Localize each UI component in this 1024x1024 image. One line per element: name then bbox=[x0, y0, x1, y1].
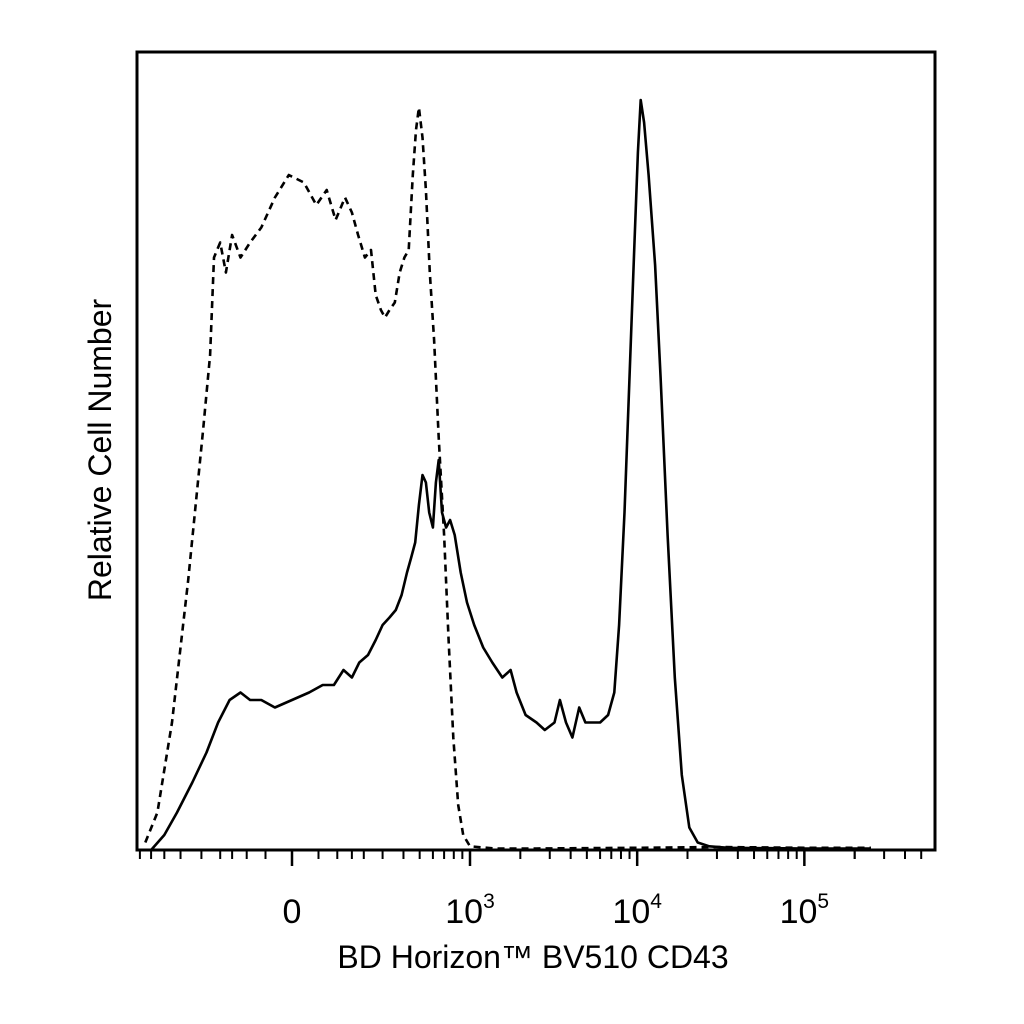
x-tick-label: 0 bbox=[283, 893, 302, 931]
x-axis-tick-labels: 0 103 104 105 bbox=[283, 890, 830, 931]
plot-frame bbox=[135, 50, 937, 852]
x-axis-minor-ticks bbox=[138, 850, 923, 859]
x-axis-major-ticks bbox=[290, 850, 806, 866]
x-tick-label: 105 bbox=[780, 890, 830, 931]
x-tick-label: 103 bbox=[445, 890, 495, 931]
series-line-dashed bbox=[144, 106, 871, 850]
x-tick-label: 104 bbox=[612, 890, 662, 931]
series-layer bbox=[144, 98, 871, 851]
y-axis-label: Relative Cell Number bbox=[82, 298, 118, 601]
x-axis-label: BD Horizon™ BV510 CD43 bbox=[337, 939, 728, 975]
series-line-solid bbox=[150, 98, 871, 851]
